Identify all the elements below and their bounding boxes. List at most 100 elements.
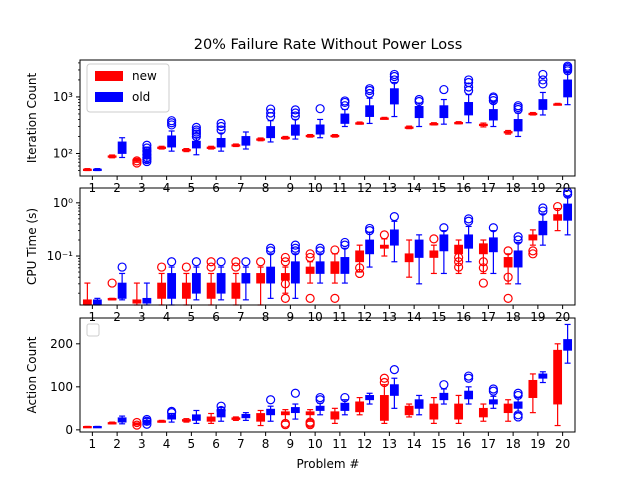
outlier-point — [266, 108, 276, 118]
box-new-7 — [231, 416, 241, 421]
box-old-13 — [389, 69, 399, 118]
box-old-2 — [117, 262, 127, 301]
box-body — [355, 401, 365, 413]
outlier-point — [528, 249, 538, 259]
outlier-point — [167, 406, 177, 416]
outlier-point — [414, 94, 424, 105]
x-tick-label: 8 — [262, 310, 270, 324]
outlier-point — [340, 237, 350, 248]
box-old-6 — [216, 257, 226, 301]
y-tick-label: 200 — [50, 337, 73, 351]
box-old-20 — [563, 61, 573, 106]
outlier-point — [454, 262, 464, 272]
box-old-2 — [117, 137, 127, 159]
x-tick-label: 12 — [357, 310, 372, 324]
box-body — [117, 141, 127, 154]
outlier-point — [513, 410, 523, 420]
box-old-1 — [92, 425, 102, 429]
box-old-16 — [464, 371, 474, 405]
x-tick-label: 8 — [262, 437, 270, 451]
outlier-point — [206, 262, 216, 272]
box-new-6 — [206, 145, 216, 150]
box-old-18 — [513, 388, 523, 422]
box-new-13 — [379, 116, 389, 120]
box-new-5 — [181, 418, 191, 423]
outlier-point — [132, 417, 142, 428]
box-old-20 — [563, 187, 573, 236]
box-new-2 — [107, 278, 117, 301]
box-new-3 — [132, 282, 142, 306]
box-body — [404, 253, 414, 263]
x-tick-label: 16 — [456, 310, 471, 324]
outlier-point — [389, 365, 399, 375]
outlier-point — [538, 203, 548, 213]
box-body — [256, 273, 266, 284]
x-tick-label: 1 — [89, 437, 97, 451]
outlier-point — [488, 384, 498, 394]
box-new-19 — [528, 111, 538, 116]
axes-frame-1 — [79, 59, 576, 177]
outlier-point — [454, 257, 464, 267]
x-tick-label: 7 — [237, 310, 245, 324]
outlier-point — [216, 118, 226, 129]
outlier-point — [379, 377, 389, 388]
outlier-point — [379, 373, 389, 383]
box-body — [82, 299, 92, 306]
box-old-19 — [538, 69, 548, 116]
box-old-16 — [464, 75, 474, 124]
outlier-point — [305, 252, 315, 263]
outlier-point — [231, 262, 241, 272]
outlier-point — [191, 131, 201, 142]
legend-label-old: old — [132, 90, 150, 104]
box-new-7 — [231, 143, 241, 148]
box-old-6 — [216, 118, 226, 152]
box-new-18 — [503, 399, 513, 422]
box-old-12 — [365, 223, 375, 268]
box-new-19 — [528, 373, 538, 414]
box-body — [538, 99, 548, 110]
box-old-18 — [513, 101, 523, 138]
box-old-15 — [439, 84, 449, 125]
outlier-point — [290, 111, 300, 121]
box-new-18 — [503, 246, 513, 303]
box-old-8 — [266, 104, 276, 143]
box-new-2 — [107, 421, 117, 425]
y-axis-label-2: CPU Time (s) — [25, 208, 39, 285]
box-old-19 — [538, 203, 548, 246]
box-old-9 — [290, 388, 300, 420]
x-tick-label: 10 — [307, 310, 322, 324]
outlier-point — [305, 417, 315, 427]
outlier-point — [478, 257, 488, 267]
outlier-point — [340, 96, 350, 106]
outlier-point — [513, 235, 523, 245]
box-body — [181, 282, 191, 299]
box-old-9 — [290, 240, 300, 299]
outlier-point — [191, 257, 201, 267]
box-old-13 — [389, 212, 399, 263]
outlier-point — [216, 121, 226, 132]
outlier-point — [379, 230, 389, 240]
series-old-panel-2 — [92, 187, 573, 306]
box-body — [92, 299, 102, 306]
outlier-point — [142, 146, 152, 156]
outlier-point — [389, 69, 399, 80]
x-tick-label: 17 — [481, 437, 496, 451]
box-body — [563, 339, 573, 351]
outlier-point — [280, 252, 290, 263]
box-old-14 — [414, 394, 424, 416]
box-new-1 — [82, 168, 92, 172]
outlier-point — [429, 234, 439, 244]
box-body — [379, 395, 389, 421]
x-tick-label: 2 — [113, 310, 121, 324]
outlier-point — [503, 293, 513, 303]
outlier-point — [538, 75, 548, 85]
box-old-17 — [488, 92, 498, 128]
box-body — [563, 203, 573, 221]
box-body — [340, 402, 350, 411]
x-tick-label: 20 — [555, 437, 570, 451]
box-body — [340, 257, 350, 274]
box-body — [355, 250, 365, 263]
box-new-20 — [553, 343, 563, 427]
box-body — [414, 106, 424, 119]
